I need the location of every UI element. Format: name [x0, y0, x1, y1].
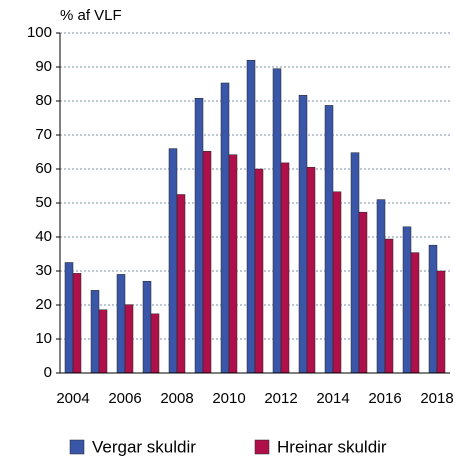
bar — [402, 226, 412, 374]
y-tick-label: 70 — [35, 126, 52, 143]
y-tick-label: 40 — [35, 228, 52, 245]
bar — [306, 167, 316, 374]
bar — [72, 273, 82, 374]
bar — [228, 154, 238, 374]
y-tick-label: 20 — [35, 296, 52, 313]
bar — [332, 191, 342, 374]
bar — [298, 94, 308, 374]
y-tick-label: 50 — [35, 194, 52, 211]
bar — [150, 313, 160, 374]
bar — [98, 309, 108, 374]
y-tick-label: 80 — [35, 92, 52, 109]
x-tick-label: 2008 — [160, 390, 193, 407]
y-tick-label: 60 — [35, 160, 52, 177]
x-tick-label: 2006 — [108, 390, 141, 407]
bar — [410, 252, 420, 374]
bar — [176, 194, 186, 374]
bar — [428, 244, 438, 374]
bar — [272, 68, 282, 374]
bar — [384, 238, 394, 374]
bar — [358, 211, 368, 374]
x-tick-label: 2016 — [368, 390, 401, 407]
bar — [350, 152, 360, 374]
x-tick-label: 2018 — [420, 390, 453, 407]
bar — [90, 290, 100, 374]
bar — [376, 199, 386, 374]
legend-swatch — [69, 439, 85, 455]
bar — [168, 148, 178, 374]
bar — [64, 262, 74, 374]
bar — [194, 98, 204, 374]
bar — [116, 274, 126, 374]
y-axis-label: % af VLF — [60, 7, 122, 24]
y-tick-label: 10 — [35, 330, 52, 347]
bar — [254, 168, 264, 374]
legend-label: Vergar skuldir — [92, 437, 196, 456]
x-tick-label: 2014 — [316, 390, 349, 407]
bar — [246, 59, 256, 374]
x-tick-label: 2004 — [56, 390, 89, 407]
y-tick-label: 0 — [44, 364, 52, 381]
bar — [436, 270, 446, 374]
y-tick-label: 90 — [35, 58, 52, 75]
bar — [220, 82, 230, 374]
bar — [280, 162, 290, 374]
bar — [124, 304, 134, 374]
bar — [142, 280, 152, 374]
bar — [202, 151, 212, 374]
bar — [324, 105, 334, 374]
legend-label: Hreinar skuldir — [277, 437, 387, 456]
x-tick-label: 2010 — [212, 390, 245, 407]
y-tick-label: 30 — [35, 262, 52, 279]
legend-swatch — [254, 439, 270, 455]
y-tick-label: 100 — [27, 24, 52, 41]
x-tick-label: 2012 — [264, 390, 297, 407]
